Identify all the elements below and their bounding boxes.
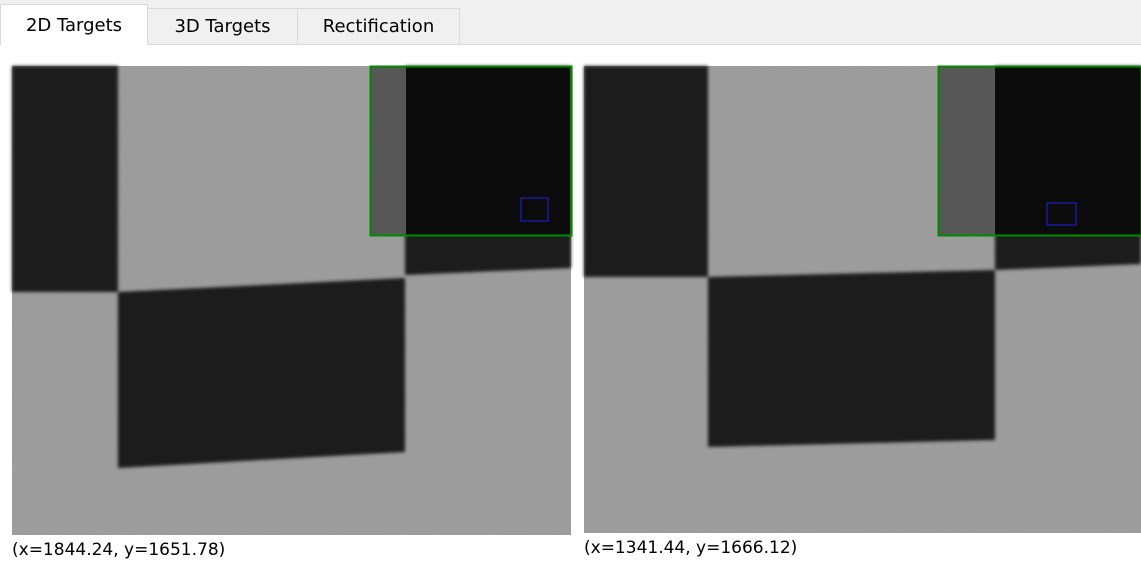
- coordinate-label: (x=1844.24, y=1651.78): [12, 540, 226, 560]
- tab-bar: 2D Targets 3D Targets Rectification: [0, 0, 1141, 45]
- left-image: [12, 65, 573, 535]
- tab[interactable]: 2D Targets: [0, 4, 148, 45]
- coordinate-label: (x=1341.44, y=1666.12): [584, 538, 798, 558]
- right-image: [584, 65, 1141, 533]
- tab[interactable]: Rectification: [297, 8, 460, 44]
